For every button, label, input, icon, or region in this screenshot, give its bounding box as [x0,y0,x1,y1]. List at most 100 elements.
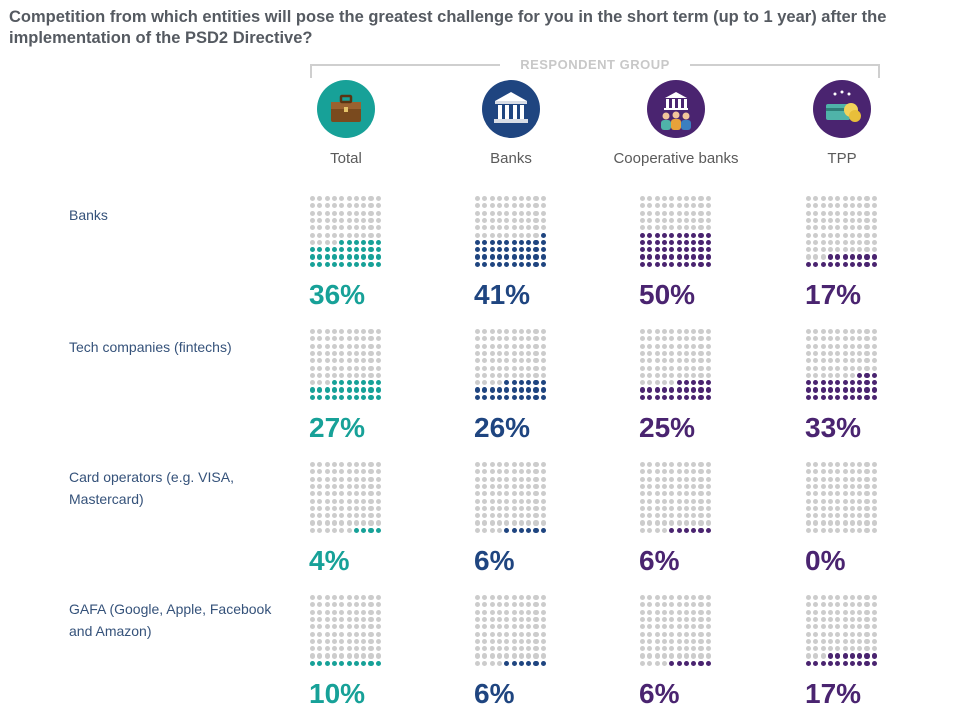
empty-dot [835,210,841,216]
empty-dot [676,638,682,644]
filled-dot [504,527,510,533]
empty-dot [489,232,495,238]
empty-dot [691,462,697,468]
empty-dot [482,638,488,644]
empty-dot [533,358,539,364]
empty-dot [331,646,338,652]
empty-dot [526,513,532,519]
empty-dot [654,358,660,364]
empty-dot [324,336,330,342]
empty-dot [346,624,352,630]
empty-dot [317,520,323,526]
filled-dot [849,387,855,393]
empty-dot [317,196,323,202]
empty-dot [353,646,359,652]
empty-dot [683,343,689,349]
filled-dot [339,247,345,253]
empty-dot [526,498,532,504]
filled-dot [496,387,503,393]
filled-dot [518,527,524,533]
empty-dot [842,247,848,253]
filled-dot [375,387,381,393]
empty-dot [640,372,646,378]
empty-dot [353,505,359,511]
empty-dot [353,631,359,637]
filled-dot [346,254,352,260]
empty-dot [871,239,877,245]
empty-dot [353,203,359,209]
empty-dot [533,225,539,231]
empty-dot [806,476,812,482]
empty-dot [698,513,704,519]
empty-dot [518,653,524,659]
filled-dot [504,254,510,260]
empty-dot [864,476,870,482]
empty-dot [669,602,675,608]
percentage-label-total-row-2: 4% [309,545,350,576]
empty-dot [864,520,870,526]
empty-dot [849,225,855,231]
filled-dot [842,380,848,386]
empty-dot [489,329,495,335]
empty-dot [864,631,870,637]
empty-dot [540,520,546,526]
empty-dot [661,520,668,526]
chart-title: Competition from which entities will pos… [9,8,887,47]
empty-dot [368,210,374,216]
filled-dot [504,387,510,393]
empty-dot [691,520,697,526]
empty-dot [705,631,711,637]
empty-dot [526,646,532,652]
empty-dot [827,343,834,349]
empty-dot [518,232,524,238]
empty-dot [368,336,374,342]
empty-dot [640,660,646,666]
empty-dot [705,491,711,497]
empty-dot [827,491,834,497]
empty-dot [511,210,517,216]
filled-dot [489,239,495,245]
empty-dot [368,631,374,637]
empty-dot [827,602,834,608]
empty-dot [353,336,359,342]
empty-dot [511,483,517,490]
empty-dot [331,350,338,357]
empty-dot [475,372,481,378]
empty-dot [375,462,381,468]
empty-dot [691,638,697,644]
empty-dot [640,483,646,490]
percentage-label-tpp-row-3: 17% [805,678,862,709]
empty-dot [669,631,675,637]
empty-dot [339,350,345,357]
empty-dot [482,476,488,482]
empty-dot [849,483,855,490]
empty-dot [827,520,834,526]
empty-dot [361,225,367,231]
empty-dot [661,653,668,659]
empty-dot [647,527,653,533]
empty-dot [820,631,826,637]
empty-dot [864,462,870,468]
empty-dot [353,329,359,335]
empty-dot [518,646,524,652]
empty-dot [820,247,826,253]
empty-dot [518,631,524,637]
empty-dot [361,624,367,630]
empty-dot [375,225,381,231]
filled-dot [540,527,546,533]
empty-dot [705,498,711,504]
filled-dot [518,239,524,245]
empty-dot [496,372,503,378]
empty-dot [654,505,660,511]
empty-dot [518,336,524,342]
empty-dot [496,491,503,497]
empty-dot [669,595,675,601]
filled-dot [669,247,675,253]
empty-dot [375,469,381,475]
filled-dot [842,653,848,659]
empty-dot [361,329,367,335]
empty-dot [361,196,367,202]
empty-dot [375,196,381,202]
filled-dot [813,261,819,267]
empty-dot [331,505,338,511]
